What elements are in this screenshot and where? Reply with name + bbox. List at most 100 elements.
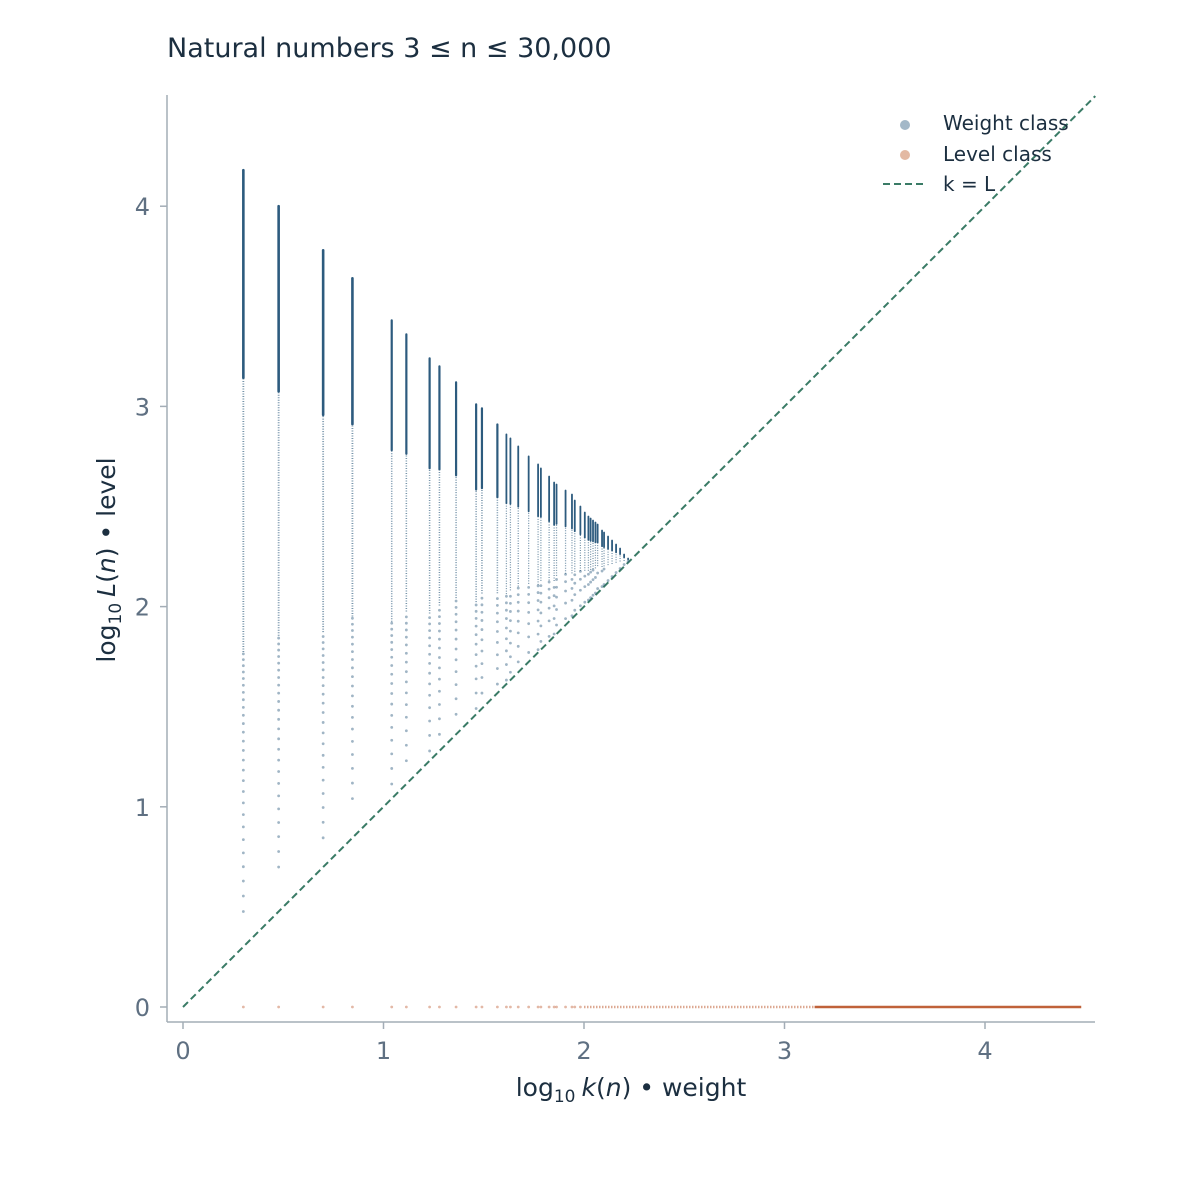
weight-class-point <box>390 738 394 742</box>
weight-class-point <box>241 739 245 743</box>
weight-class-point <box>321 692 325 696</box>
weight-class-point <box>351 797 354 800</box>
weight-class-point <box>573 608 577 612</box>
weight-class-point <box>495 620 499 624</box>
legend-marker-weight <box>900 120 910 130</box>
weight-class-point <box>618 567 622 570</box>
weight-class-point <box>454 647 458 651</box>
weight-class-point <box>505 617 508 620</box>
level-class-point <box>428 1005 432 1009</box>
weight-class-point <box>480 691 484 695</box>
weight-class-point <box>438 637 441 641</box>
weight-class-point <box>536 648 540 652</box>
x-axis-label-suffix: weight <box>662 1073 746 1102</box>
weight-class-point <box>277 668 281 672</box>
weight-class-point <box>474 616 478 620</box>
weight-class-point <box>241 705 245 709</box>
weight-class-point <box>573 593 577 597</box>
weight-class-point <box>536 584 540 588</box>
weight-class-point <box>277 747 281 751</box>
weight-class-point <box>583 574 587 578</box>
weight-class-point <box>509 629 512 633</box>
weight-class-point <box>321 721 325 724</box>
weight-class-point <box>351 616 354 620</box>
weight-class-point <box>564 580 567 584</box>
weight-class-point <box>564 572 567 576</box>
weight-class-point <box>495 641 499 644</box>
weight-class-point <box>516 593 520 597</box>
weight-class-point <box>505 637 508 641</box>
weight-class-point <box>404 715 408 719</box>
weight-class-point <box>527 593 531 596</box>
weight-class-point <box>536 632 540 636</box>
weight-class-column <box>589 517 593 599</box>
weight-class-point <box>505 601 508 605</box>
weight-class-column <box>602 531 606 586</box>
weight-class-point <box>591 578 595 582</box>
weight-class-column <box>578 505 582 608</box>
weight-class-point <box>573 581 577 585</box>
weight-class-column <box>570 493 574 618</box>
legend-label-weight: Weight class <box>943 111 1069 135</box>
weight-class-point <box>547 596 551 600</box>
legend-label-diagonal: k = L <box>943 172 996 196</box>
y-axis-ticks: 0 1 2 3 4 <box>135 193 167 1022</box>
weight-class-point <box>390 702 394 706</box>
level-class-point <box>474 1005 478 1009</box>
weight-class-point <box>390 655 394 659</box>
weight-class-point <box>495 611 499 615</box>
weight-class-point <box>552 586 556 589</box>
level-class-point <box>454 1005 458 1009</box>
weight-class-point <box>495 682 499 686</box>
weight-class-point <box>241 813 245 817</box>
weight-class-point <box>277 821 281 824</box>
weight-class-point <box>527 635 531 639</box>
weight-class-column <box>591 519 595 597</box>
weight-class-point <box>589 570 593 574</box>
weight-class-point <box>570 598 574 602</box>
weight-class-point <box>428 693 432 697</box>
level-class-point <box>547 1005 551 1009</box>
weight-class-point <box>390 621 394 625</box>
weight-class-point <box>428 671 432 675</box>
weight-class-point <box>587 598 590 602</box>
weight-class-point <box>626 560 630 563</box>
weight-class-point <box>516 619 520 623</box>
weight-class-point <box>539 624 543 628</box>
weight-class-point <box>516 609 520 613</box>
weight-class-point <box>390 664 394 667</box>
weight-class-point <box>474 677 478 681</box>
weight-class-point <box>321 668 325 672</box>
weight-class-point <box>351 727 354 731</box>
weight-class-column <box>626 557 630 563</box>
weight-class-point <box>614 571 618 574</box>
weight-class-point <box>596 587 600 590</box>
weight-class-point <box>241 677 245 680</box>
weight-class-point <box>555 595 558 599</box>
weight-class-point <box>351 650 354 654</box>
weight-class-point <box>536 619 540 623</box>
weight-class-point <box>600 569 604 573</box>
weight-class-column <box>622 553 626 566</box>
weight-class-point <box>536 599 540 602</box>
weight-class-column <box>351 276 354 800</box>
weight-class-point <box>241 768 245 772</box>
weight-class-point <box>351 635 354 639</box>
weight-class-point <box>480 662 484 665</box>
weight-class-point <box>509 655 512 659</box>
weight-class-point <box>516 631 520 635</box>
weight-class-column <box>480 407 484 695</box>
x-axis-ticks: 0 1 2 3 4 <box>175 1022 993 1065</box>
weight-class-point <box>454 628 458 632</box>
weight-class-column <box>277 204 281 869</box>
weight-class-point <box>277 683 281 687</box>
weight-class-point <box>454 683 458 686</box>
weight-class-point <box>351 642 354 646</box>
weight-class-point <box>351 658 354 661</box>
weight-class-point <box>578 588 582 592</box>
weight-class-point <box>602 583 606 586</box>
weight-class-point <box>495 630 499 633</box>
weight-class-point <box>277 835 281 839</box>
weight-class-point <box>241 838 245 842</box>
weight-class-point <box>610 575 614 578</box>
